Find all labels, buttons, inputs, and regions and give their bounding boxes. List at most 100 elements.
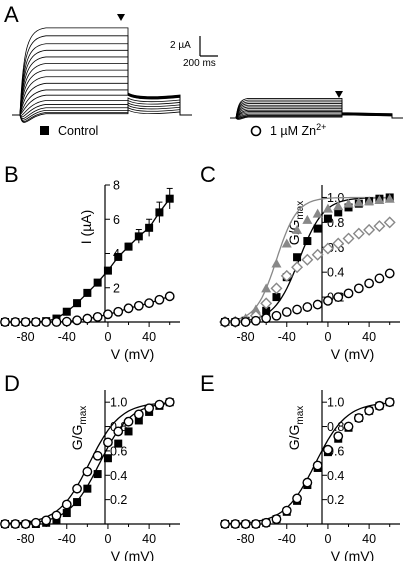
data-point-triangle xyxy=(261,283,272,293)
arrowhead-marker-control xyxy=(117,14,125,21)
data-point-circle xyxy=(261,313,272,324)
data-point-circle xyxy=(261,517,272,528)
data-point-circle xyxy=(123,303,134,314)
data-point-square xyxy=(134,416,143,425)
data-point-triangle xyxy=(343,198,354,208)
data-point-square xyxy=(62,509,71,518)
data-point-diamond xyxy=(291,261,304,274)
legend-control-label: Control xyxy=(58,124,98,138)
x-tick-label: 40 xyxy=(362,330,376,344)
data-point-triangle xyxy=(353,197,364,207)
data-point-circle xyxy=(92,450,103,461)
data-point-circle xyxy=(20,317,31,327)
data-point-square xyxy=(272,293,281,302)
data-point-diamond xyxy=(342,232,355,245)
data-point-circle xyxy=(353,283,364,294)
y-tick-label: 0.6 xyxy=(110,444,127,458)
data-point-circle xyxy=(374,400,385,411)
data-point-circle xyxy=(113,426,124,437)
data-point-circle xyxy=(364,405,375,416)
data-point-triangle xyxy=(250,304,261,314)
data-point-square xyxy=(262,306,271,315)
control-trace xyxy=(12,97,192,116)
x-tick-label: -40 xyxy=(58,330,76,344)
x-tick-label: -40 xyxy=(278,532,296,546)
chart-panel-e: -80 -40 0 400.20.40.60.81.0V (mV)G/Gmax xyxy=(220,390,400,561)
y-tick-label: 0.2 xyxy=(110,493,127,507)
data-point-triangle xyxy=(333,201,344,211)
data-point-circle xyxy=(154,294,165,305)
data-point-diamond xyxy=(280,269,293,282)
y-axis-label: G/Gmax xyxy=(69,406,89,451)
panel-letter-b: B xyxy=(4,162,19,187)
data-point-diamond xyxy=(363,223,376,236)
data-point-circle xyxy=(72,483,82,494)
data-point-square xyxy=(145,223,154,232)
x-axis-label: V (mV) xyxy=(331,346,375,362)
data-point-square xyxy=(83,288,92,297)
data-point-circle xyxy=(323,295,333,306)
data-point-square xyxy=(83,484,92,493)
data-point-square xyxy=(114,439,123,448)
data-point-circle xyxy=(343,288,354,299)
arrowhead-marker-zn xyxy=(335,91,343,98)
data-point-diamond xyxy=(383,216,396,229)
control-trace xyxy=(12,63,192,116)
y-axis-label: G/Gmax xyxy=(286,406,306,451)
data-point-circle xyxy=(384,268,395,279)
data-point-circle xyxy=(384,397,395,408)
data-point-circle xyxy=(164,397,175,408)
x-tick-label: 40 xyxy=(142,330,156,344)
data-point-circle xyxy=(364,278,375,289)
control-trace xyxy=(12,27,192,116)
y-axis-label: I (µA) xyxy=(78,210,94,245)
panel-letter-e: E xyxy=(200,371,215,396)
data-point-triangle xyxy=(302,214,313,224)
data-point-circle xyxy=(374,273,385,284)
data-point-triangle xyxy=(281,238,292,248)
data-point-square xyxy=(124,242,133,251)
data-point-circle xyxy=(82,466,93,477)
x-tick-label: 0 xyxy=(104,532,111,546)
legend-zn-label: 1 µM Zn2+ xyxy=(270,122,326,138)
data-point-diamond xyxy=(311,248,324,261)
data-point-circle xyxy=(271,310,282,321)
data-point-circle xyxy=(123,416,134,427)
data-point-circle xyxy=(250,519,261,529)
data-point-circle xyxy=(240,519,251,529)
data-point-circle xyxy=(133,409,144,420)
chart-panel-b: -80-400402468V (mV)I (µA) xyxy=(0,179,180,362)
data-point-circle xyxy=(30,517,41,528)
data-point-circle xyxy=(323,444,333,455)
data-point-square xyxy=(134,232,143,241)
x-tick-label: -80 xyxy=(17,532,35,546)
data-point-circle xyxy=(72,315,82,326)
x-axis-label: V (mV) xyxy=(111,346,155,362)
y-tick-label: 0.2 xyxy=(327,493,344,507)
zn-current-traces xyxy=(230,98,403,120)
data-point-circle xyxy=(133,300,144,311)
x-tick-label: -40 xyxy=(58,532,76,546)
x-tick-label: -40 xyxy=(278,330,296,344)
data-point-square xyxy=(323,214,332,223)
data-point-circle xyxy=(82,313,93,324)
data-point-circle xyxy=(333,431,344,442)
x-tick-label: 40 xyxy=(362,532,376,546)
legend-zn-marker xyxy=(250,125,262,137)
x-tick-label: -80 xyxy=(237,330,255,344)
data-point-triangle xyxy=(384,193,395,203)
y-tick-label: 1.0 xyxy=(327,396,344,410)
data-point-diamond xyxy=(332,237,345,250)
data-point-circle xyxy=(333,292,344,302)
data-point-square xyxy=(303,237,312,246)
legend-control-marker xyxy=(40,126,49,135)
y-tick-label: 0.4 xyxy=(327,266,344,280)
zn-trace xyxy=(230,98,403,119)
y-tick-label: 8 xyxy=(113,179,120,193)
scale-time-label: 200 ms xyxy=(183,58,216,69)
control-trace xyxy=(12,35,192,116)
data-point-circle xyxy=(271,514,282,525)
data-point-circle xyxy=(281,307,292,317)
control-trace xyxy=(12,99,192,118)
